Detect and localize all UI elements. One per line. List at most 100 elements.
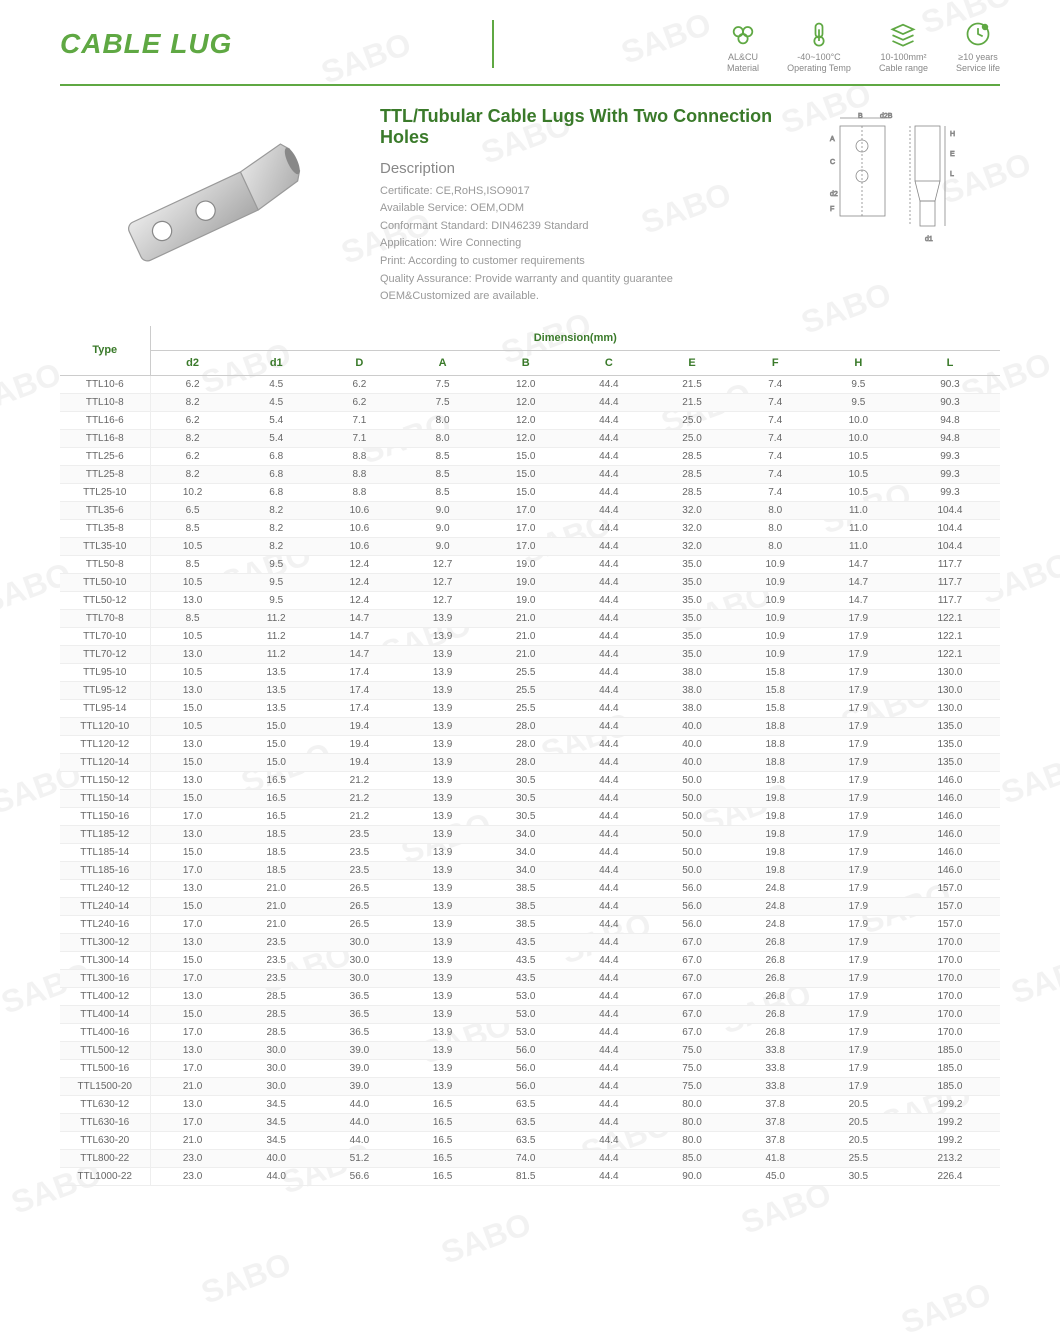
table-cell: 30.5 bbox=[484, 771, 567, 789]
table-cell: 146.0 bbox=[900, 807, 1000, 825]
table-cell: 63.5 bbox=[484, 1095, 567, 1113]
table-cell: 9.5 bbox=[235, 573, 318, 591]
table-cell: 85.0 bbox=[650, 1149, 733, 1167]
table-row: TTL500-1213.030.039.013.956.044.475.033.… bbox=[60, 1041, 1000, 1059]
table-cell: 18.5 bbox=[235, 843, 318, 861]
table-cell: 28.0 bbox=[484, 717, 567, 735]
watermark: SABO bbox=[896, 1275, 996, 1341]
table-cell: 80.0 bbox=[650, 1131, 733, 1149]
table-cell: 13.9 bbox=[401, 879, 484, 897]
icon-label2: Cable range bbox=[879, 63, 928, 74]
table-cell: 17.9 bbox=[817, 879, 900, 897]
table-cell: 10.5 bbox=[817, 465, 900, 483]
table-cell: 35.0 bbox=[650, 591, 733, 609]
table-cell: 8.2 bbox=[235, 501, 318, 519]
table-cell: 14.7 bbox=[318, 609, 401, 627]
table-cell: TTL25-10 bbox=[60, 483, 150, 501]
table-cell: TTL95-14 bbox=[60, 699, 150, 717]
table-cell: 14.7 bbox=[318, 645, 401, 663]
table-cell: 12.4 bbox=[318, 573, 401, 591]
table-cell: 44.4 bbox=[567, 501, 650, 519]
table-cell: 10.5 bbox=[150, 537, 235, 555]
dimension-table: Type Dimension(mm) d2d1DABCEFHL TTL10-66… bbox=[60, 326, 1000, 1186]
table-cell: 13.9 bbox=[401, 681, 484, 699]
table-cell: 13.9 bbox=[401, 609, 484, 627]
table-cell: 10.6 bbox=[318, 501, 401, 519]
table-cell: 26.5 bbox=[318, 915, 401, 933]
table-row: TTL1000-2223.044.056.616.581.544.490.045… bbox=[60, 1167, 1000, 1185]
table-cell: 23.5 bbox=[318, 843, 401, 861]
table-cell: 13.9 bbox=[401, 771, 484, 789]
svg-text:F: F bbox=[830, 206, 834, 213]
table-cell: 40.0 bbox=[650, 717, 733, 735]
table-cell: 226.4 bbox=[900, 1167, 1000, 1185]
table-cell: 40.0 bbox=[650, 753, 733, 771]
table-cell: 19.8 bbox=[734, 861, 817, 879]
table-cell: 28.5 bbox=[650, 465, 733, 483]
table-cell: 11.0 bbox=[817, 501, 900, 519]
table-cell: 26.8 bbox=[734, 1005, 817, 1023]
table-cell: 38.0 bbox=[650, 681, 733, 699]
table-cell: 16.5 bbox=[401, 1131, 484, 1149]
table-cell: 21.0 bbox=[484, 645, 567, 663]
icon-label1: 10-100mm² bbox=[880, 52, 926, 63]
table-cell: 4.5 bbox=[235, 375, 318, 393]
table-cell: 19.8 bbox=[734, 843, 817, 861]
table-cell: 32.0 bbox=[650, 501, 733, 519]
table-cell: 44.4 bbox=[567, 555, 650, 573]
table-cell: 25.5 bbox=[484, 699, 567, 717]
table-row: TTL800-2223.040.051.216.574.044.485.041.… bbox=[60, 1149, 1000, 1167]
table-cell: 13.9 bbox=[401, 735, 484, 753]
table-cell: 44.4 bbox=[567, 1041, 650, 1059]
table-cell: 170.0 bbox=[900, 951, 1000, 969]
table-cell: 170.0 bbox=[900, 987, 1000, 1005]
table-cell: 44.4 bbox=[567, 627, 650, 645]
table-cell: 21.0 bbox=[150, 1077, 235, 1095]
table-cell: 13.9 bbox=[401, 627, 484, 645]
table-cell: 26.8 bbox=[734, 933, 817, 951]
table-cell: 12.7 bbox=[401, 573, 484, 591]
table-cell: 8.2 bbox=[150, 393, 235, 411]
icon-label2: Material bbox=[727, 63, 759, 74]
table-cell: 25.0 bbox=[650, 429, 733, 447]
icon-label1: ≥10 years bbox=[958, 52, 997, 63]
table-cell: 23.5 bbox=[235, 933, 318, 951]
table-cell: 15.0 bbox=[484, 483, 567, 501]
table-cell: 56.0 bbox=[650, 879, 733, 897]
table-cell: TTL50-8 bbox=[60, 555, 150, 573]
table-cell: 11.0 bbox=[817, 519, 900, 537]
table-cell: TTL120-10 bbox=[60, 717, 150, 735]
tech-diagram: A C d2 F B d2B E L H d1 bbox=[820, 106, 1000, 246]
table-cell: 6.2 bbox=[318, 375, 401, 393]
desc-line: Application: Wire Connecting bbox=[380, 235, 800, 253]
table-cell: 17.9 bbox=[817, 1041, 900, 1059]
table-cell: 122.1 bbox=[900, 627, 1000, 645]
table-cell: 10.0 bbox=[817, 429, 900, 447]
table-cell: TTL300-14 bbox=[60, 951, 150, 969]
table-cell: 7.5 bbox=[401, 375, 484, 393]
table-cell: 17.0 bbox=[484, 537, 567, 555]
table-cell: 157.0 bbox=[900, 915, 1000, 933]
table-cell: 16.5 bbox=[401, 1095, 484, 1113]
table-cell: 67.0 bbox=[650, 1005, 733, 1023]
table-cell: TTL35-6 bbox=[60, 501, 150, 519]
table-cell: 44.4 bbox=[567, 933, 650, 951]
table-cell: 15.0 bbox=[484, 465, 567, 483]
table-cell: 7.5 bbox=[401, 393, 484, 411]
table-cell: TTL50-10 bbox=[60, 573, 150, 591]
table-cell: 170.0 bbox=[900, 1023, 1000, 1041]
table-cell: 26.8 bbox=[734, 1023, 817, 1041]
table-cell: 28.5 bbox=[235, 987, 318, 1005]
table-cell: 17.9 bbox=[817, 699, 900, 717]
svg-text:L: L bbox=[950, 171, 954, 178]
table-cell: 44.4 bbox=[567, 969, 650, 987]
table-cell: 44.4 bbox=[567, 411, 650, 429]
table-cell: 13.0 bbox=[150, 591, 235, 609]
table-cell: 13.0 bbox=[150, 879, 235, 897]
table-cell: 13.9 bbox=[401, 915, 484, 933]
table-cell: 17.9 bbox=[817, 1023, 900, 1041]
table-row: TTL1500-2021.030.039.013.956.044.475.033… bbox=[60, 1077, 1000, 1095]
table-cell: 170.0 bbox=[900, 969, 1000, 987]
table-cell: TTL35-8 bbox=[60, 519, 150, 537]
table-cell: 28.0 bbox=[484, 735, 567, 753]
